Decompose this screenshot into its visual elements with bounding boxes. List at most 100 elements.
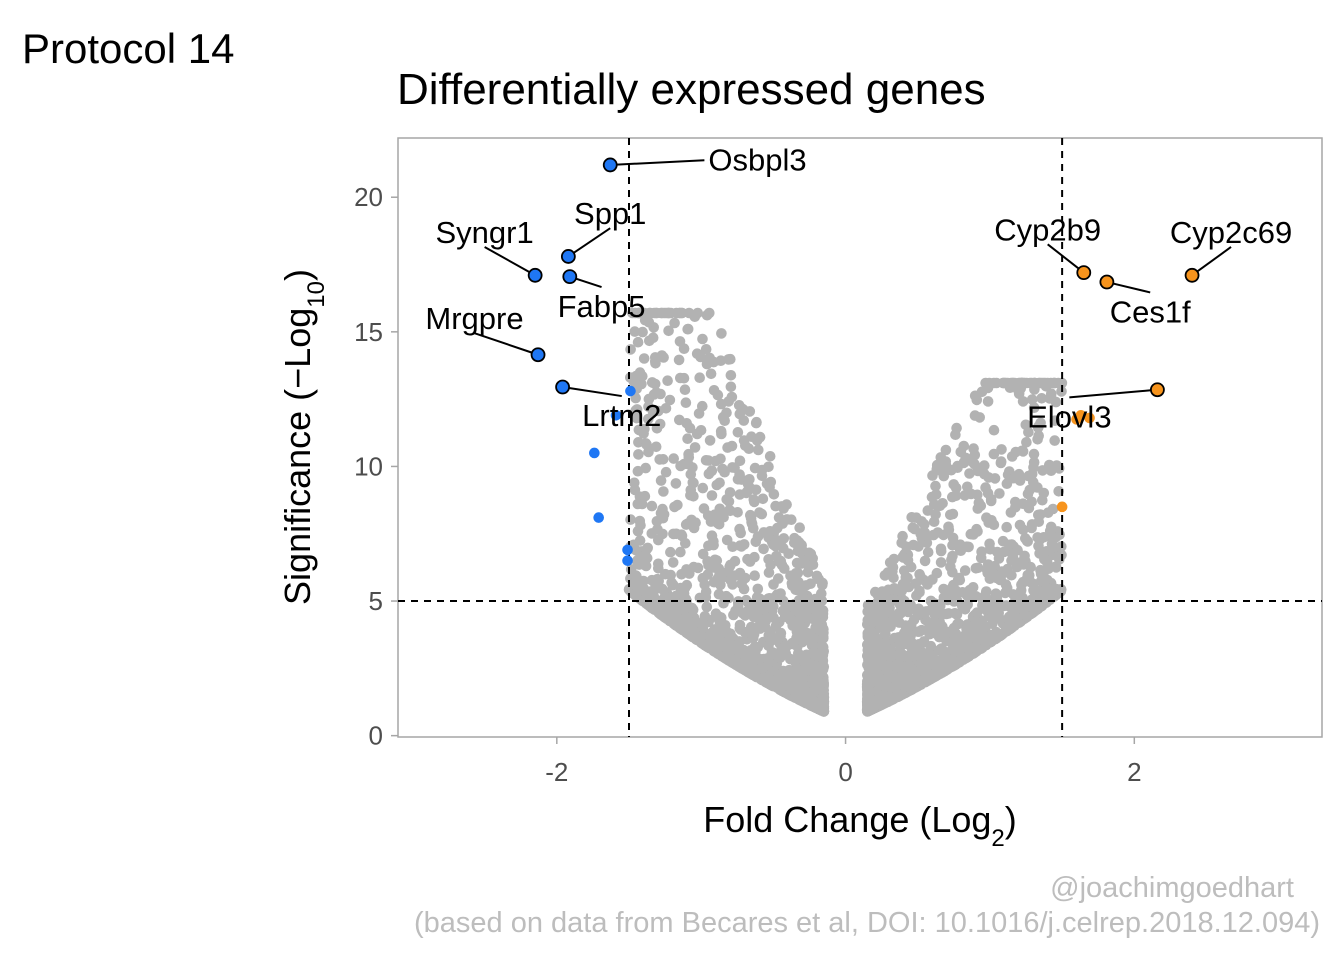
background-point (660, 466, 672, 478)
background-point (879, 681, 890, 692)
background-point (701, 601, 713, 613)
background-point (865, 613, 877, 624)
background-point (679, 384, 691, 396)
down-regulated-point (589, 447, 600, 459)
background-point (980, 482, 991, 493)
background-point (757, 493, 769, 505)
background-point (727, 541, 738, 552)
background-point (1021, 437, 1032, 448)
background-point (669, 607, 680, 619)
background-point (1012, 544, 1023, 556)
background-point (633, 449, 644, 460)
background-point (951, 422, 962, 434)
background-point (912, 626, 924, 637)
background-point (689, 442, 701, 453)
background-point (735, 527, 746, 539)
up-regulated-point (1184, 267, 1200, 283)
background-point (697, 622, 709, 633)
background-point (1035, 597, 1047, 608)
label-connector-line (616, 159, 705, 166)
background-point (647, 332, 659, 344)
background-point (628, 376, 640, 387)
background-point (637, 307, 648, 319)
background-point (654, 418, 666, 430)
background-point (805, 578, 816, 589)
background-point (1038, 532, 1050, 543)
gene-label: Spp1 (574, 196, 646, 231)
y-tick-label: 0 (369, 721, 383, 751)
background-point (721, 626, 733, 638)
background-point (750, 484, 762, 496)
background-point (872, 694, 883, 706)
background-point (1016, 603, 1028, 614)
y-axis-title: Significance (−Log10) (277, 269, 330, 605)
background-point (773, 535, 785, 547)
background-point (682, 458, 694, 470)
background-point (972, 489, 983, 501)
down-regulated-point (622, 555, 633, 566)
background-point (1050, 396, 1062, 408)
background-point (880, 637, 891, 648)
background-point (699, 611, 711, 622)
background-point (1003, 539, 1015, 551)
background-point (656, 350, 668, 361)
background-point (733, 400, 745, 411)
background-point (1039, 554, 1050, 565)
background-point (709, 509, 721, 520)
background-point (919, 519, 930, 530)
background-point (812, 617, 823, 628)
background-point (775, 588, 786, 599)
background-point (954, 656, 965, 668)
background-point (721, 590, 732, 602)
down-regulated-point (593, 512, 604, 523)
background-point (713, 519, 725, 530)
background-point (768, 489, 780, 500)
background-point (1008, 589, 1019, 600)
background-point (684, 422, 696, 434)
background-point (776, 501, 787, 512)
background-point (660, 403, 672, 414)
gene-label: Syngr1 (436, 215, 534, 250)
background-point (871, 676, 882, 687)
background-point (725, 574, 736, 586)
background-point (932, 620, 944, 631)
background-point (1015, 585, 1027, 596)
background-point (891, 585, 902, 596)
background-point (715, 579, 726, 591)
background-point (968, 529, 979, 540)
background-point (675, 546, 686, 558)
background-point (648, 389, 660, 400)
label-connector-line (474, 332, 533, 354)
background-point (1035, 576, 1047, 587)
background-point (743, 443, 755, 455)
background-point (796, 543, 808, 554)
x-axis-title-text: Fold Change (Log (703, 799, 991, 840)
protocol-tag: Protocol 14 (22, 25, 234, 72)
y-tick-label: 15 (354, 317, 383, 347)
background-point (943, 594, 954, 606)
background-point (803, 612, 814, 623)
background-point (682, 619, 693, 631)
background-point (745, 513, 757, 524)
background-point (742, 478, 754, 490)
background-point (765, 635, 777, 646)
background-point (946, 554, 957, 565)
background-point (690, 616, 702, 627)
background-point (1011, 561, 1023, 573)
background-point (996, 444, 1007, 455)
background-point (1026, 519, 1038, 530)
background-point (970, 563, 982, 574)
label-connector-line (1196, 246, 1232, 273)
background-point (655, 475, 667, 486)
background-point (969, 449, 981, 461)
background-point (974, 412, 985, 423)
background-point (808, 603, 820, 614)
background-point (711, 555, 723, 566)
background-point (736, 578, 747, 590)
y-tick-label: 5 (369, 586, 383, 616)
significant-points (527, 157, 1200, 566)
background-point (1002, 621, 1013, 632)
background-point (751, 671, 763, 683)
background-point (641, 439, 652, 450)
